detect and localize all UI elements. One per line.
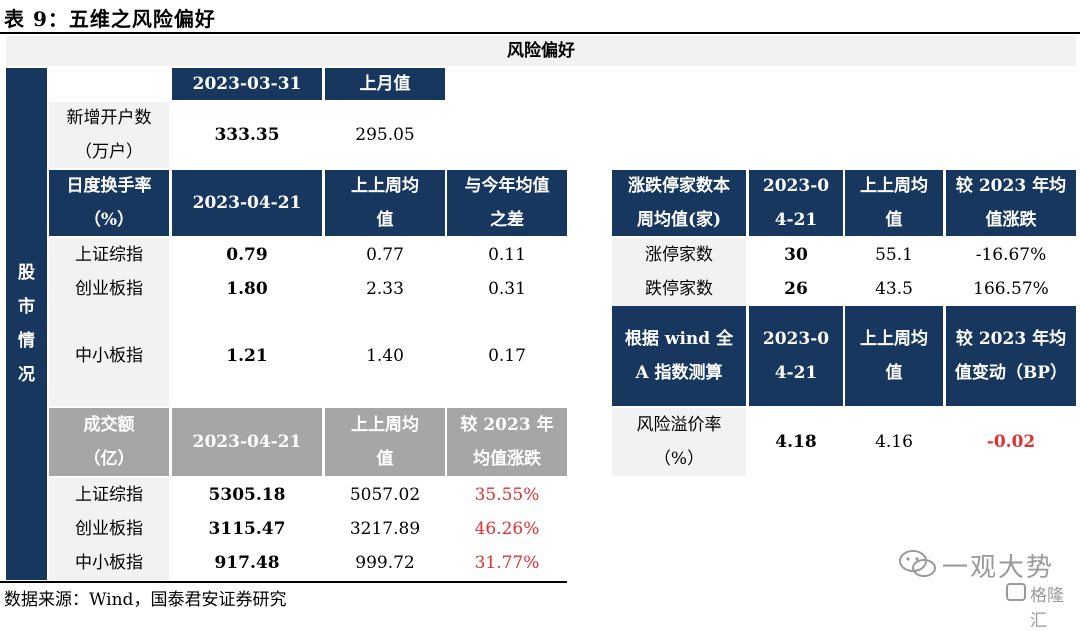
volume-col-diff: 较 2023 年均值涨跌 [447, 408, 567, 476]
premium-prev: 4.16 [875, 432, 913, 452]
turnover-row-prev: 0.77 [366, 245, 404, 265]
side-label: 股市情况 [6, 68, 47, 580]
bottom-rule [0, 581, 567, 583]
volume-row-diff: 35.55% [474, 485, 540, 505]
volume-row-name: 中小板指 [49, 546, 169, 580]
turnover-col-diff: 与今年均值之差 [447, 170, 567, 236]
accounts-prev: 295.05 [355, 125, 415, 145]
volume-row-diff: 31.77% [474, 553, 540, 573]
turnover-row-diff: 0.31 [488, 279, 526, 299]
limits-row-prev: 55.1 [875, 245, 913, 265]
volume-row-diff: 46.26% [474, 519, 540, 539]
volume-row-prev: 5057.02 [349, 485, 421, 505]
volume-row-prev: 3217.89 [349, 519, 421, 539]
accounts-row-label: 新增开户数（万户） [49, 102, 169, 168]
limits-row-prev: 43.5 [875, 279, 913, 299]
turnover-row-prev: 2.33 [366, 279, 404, 299]
turnover-row-value: 1.80 [226, 279, 268, 299]
limits-col-prev: 上上周均值 [845, 170, 943, 236]
side-label-text: 股市情况 [18, 263, 35, 385]
turnover-row-name: 创业板指 [49, 272, 169, 306]
turnover-row-name: 上证综指 [49, 238, 169, 272]
volume-label: 成交额（亿） [49, 408, 169, 476]
turnover-col-prev: 上上周均值 [325, 170, 445, 236]
volume-row-name: 上证综指 [49, 478, 169, 512]
watermark: 一观大势 格隆汇 [898, 545, 1076, 631]
limits-row-diff: -16.67% [975, 245, 1047, 265]
accounts-col-date: 2023-03-31 [172, 68, 322, 100]
volume-row-value: 917.48 [214, 553, 280, 573]
accounts-value: 333.35 [214, 125, 280, 145]
premium-col-diff: 较 2023 年均值变动（BP） [946, 306, 1076, 406]
volume-row-value: 3115.47 [208, 519, 286, 539]
premium-value: 4.18 [775, 432, 817, 452]
turnover-row-name: 中小板指 [49, 306, 169, 406]
limits-col-date: 2023-04-21 [749, 170, 843, 236]
turnover-col-date: 2023-04-21 [172, 170, 322, 236]
turnover-row-prev: 1.40 [366, 346, 404, 366]
turnover-label: 日度换手率（%） [49, 170, 169, 236]
turnover-row-diff: 0.17 [488, 346, 526, 366]
top-rule [0, 32, 1080, 34]
volume-row-value: 5305.18 [208, 485, 286, 505]
limits-col-diff: 较 2023 年均值涨跌 [946, 170, 1076, 236]
volume-row-name: 创业板指 [49, 512, 169, 546]
turnover-row-value: 1.21 [226, 346, 268, 366]
premium-col-date: 2023-04-21 [749, 306, 843, 406]
limits-label: 涨跌停家数本周均值(家) [612, 170, 746, 236]
source-note: 数据来源：Wind，国泰君安证券研究 [4, 590, 287, 610]
premium-label: 根据 wind 全 A 指数测算 [612, 306, 746, 406]
accounts-col-prev: 上月值 [325, 68, 445, 100]
banner-risk-appetite: 风险偏好 [6, 36, 1076, 66]
table-title: 表 9：五维之风险偏好 [4, 7, 216, 31]
premium-col-prev: 上上周均值 [845, 306, 943, 406]
volume-col-prev: 上上周均值 [325, 408, 445, 476]
volume-col-date: 2023-04-21 [172, 408, 322, 476]
premium-diff: -0.02 [986, 432, 1036, 452]
limits-row-name: 跌停家数 [612, 272, 746, 306]
brand-logo-icon [1006, 583, 1026, 601]
watermark-brand: 格隆汇 [1030, 586, 1064, 631]
turnover-row-value: 0.79 [226, 245, 268, 265]
limits-row-value: 26 [784, 279, 808, 299]
premium-row-label: 风险溢价率（%） [612, 408, 746, 476]
watermark-text: 一观大势 [942, 553, 1055, 583]
turnover-row-diff: 0.11 [488, 245, 526, 265]
volume-row-prev: 999.72 [355, 553, 415, 573]
limits-row-diff: 166.57% [973, 279, 1049, 299]
wechat-icon [899, 550, 936, 577]
limits-row-name: 涨停家数 [612, 238, 746, 272]
limits-row-value: 30 [784, 245, 808, 265]
